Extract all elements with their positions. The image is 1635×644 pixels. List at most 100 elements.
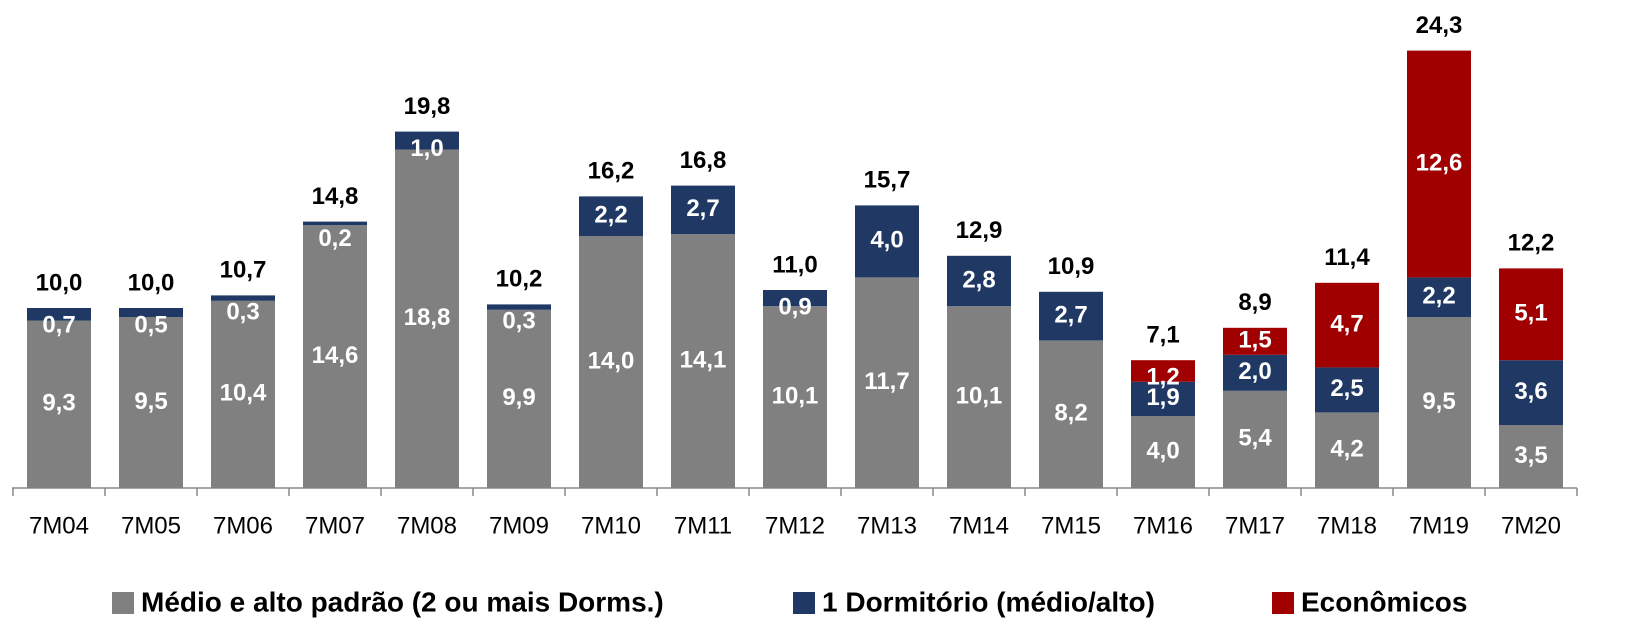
x-tick-label: 7M11 — [674, 512, 732, 539]
value-label: 0,2 — [318, 225, 351, 252]
total-label: 11,4 — [1324, 244, 1370, 271]
x-tick-label: 7M12 — [765, 512, 825, 539]
bar-segment — [487, 304, 551, 310]
value-label: 10,1 — [956, 382, 1003, 409]
value-label: 1,2 — [1146, 364, 1179, 391]
total-label: 24,3 — [1416, 12, 1463, 39]
x-tick-label: 7M18 — [1317, 512, 1377, 539]
bar-segment — [855, 205, 919, 278]
total-label: 16,2 — [588, 158, 635, 185]
value-label: 4,7 — [1330, 310, 1363, 337]
x-tick-label: 7M17 — [1225, 512, 1285, 539]
bar-segment — [763, 306, 827, 488]
x-tick-label: 7M04 — [29, 512, 89, 539]
bar-segment — [1039, 291, 1103, 341]
value-label: 0,7 — [42, 311, 75, 338]
total-label: 7,1 — [1146, 322, 1179, 349]
x-tick-label: 7M09 — [489, 512, 549, 539]
value-label: 2,7 — [686, 195, 719, 222]
value-label: 5,1 — [1514, 300, 1547, 327]
value-label: 8,2 — [1054, 400, 1087, 427]
bar-segment — [1131, 360, 1195, 382]
value-label: 4,2 — [1330, 436, 1363, 463]
bar-segment — [671, 234, 735, 488]
x-tick-label: 7M20 — [1501, 512, 1561, 539]
total-label: 16,8 — [680, 147, 727, 174]
legend-label: 1 Dormitório (médio/alto) — [822, 586, 1155, 617]
total-label: 15,7 — [864, 167, 911, 194]
bar-segment — [303, 225, 367, 488]
bar-segment — [855, 277, 919, 488]
value-label: 0,3 — [226, 299, 259, 326]
value-label: 2,2 — [594, 202, 627, 229]
bar-segment — [119, 317, 183, 488]
value-label: 2,2 — [1422, 283, 1455, 310]
x-tick-label: 7M07 — [305, 512, 365, 539]
bar-segment — [763, 290, 827, 307]
legend-swatch — [112, 592, 134, 614]
total-label: 10,0 — [36, 269, 83, 296]
bar-segment — [1039, 340, 1103, 488]
bar-segment — [1315, 412, 1379, 488]
bar-segment — [1223, 390, 1287, 488]
value-label: 18,8 — [404, 304, 451, 331]
value-label: 10,1 — [772, 382, 819, 409]
bar-segment — [1223, 327, 1287, 355]
bar-segment — [119, 308, 183, 317]
legend-swatch — [793, 592, 815, 614]
bar-segment — [303, 221, 367, 226]
total-label: 11,0 — [772, 251, 817, 278]
legend-label: Econômicos — [1301, 586, 1467, 617]
bar-segment — [395, 149, 459, 488]
value-label: 2,8 — [962, 266, 995, 293]
x-tick-label: 7M10 — [581, 512, 641, 539]
value-label: 9,5 — [1422, 388, 1455, 415]
x-tick-label: 7M19 — [1409, 512, 1469, 539]
bar-segment — [211, 300, 275, 488]
value-label: 9,3 — [42, 390, 75, 417]
bar-segment — [1407, 50, 1471, 278]
total-label: 12,9 — [956, 217, 1003, 244]
x-tick-label: 7M06 — [213, 512, 273, 539]
bar-segment — [947, 255, 1011, 307]
value-label: 0,5 — [134, 311, 167, 338]
value-label: 2,0 — [1238, 358, 1271, 385]
total-label: 19,8 — [404, 93, 451, 120]
bar-segment — [671, 185, 735, 235]
x-tick-label: 7M08 — [397, 512, 457, 539]
value-label: 5,4 — [1238, 425, 1272, 452]
bar-segment — [395, 131, 459, 150]
value-label: 1,0 — [410, 135, 443, 162]
value-label: 0,3 — [502, 308, 535, 335]
total-label: 10,9 — [1048, 253, 1095, 280]
value-label: 14,1 — [680, 346, 727, 373]
total-label: 10,7 — [220, 257, 267, 284]
bar-segment — [1131, 381, 1195, 416]
bar-segment — [1499, 268, 1563, 361]
bar-segment — [1315, 367, 1379, 413]
value-label: 3,5 — [1514, 442, 1547, 469]
value-label: 11,7 — [864, 368, 909, 395]
bar-segment — [1407, 277, 1471, 317]
x-tick-label: 7M05 — [121, 512, 181, 539]
bar-segment — [1315, 282, 1379, 368]
total-label: 14,8 — [312, 183, 359, 210]
bar-segment — [1407, 317, 1471, 488]
value-label: 4,0 — [1146, 437, 1179, 464]
total-label: 10,2 — [496, 266, 543, 293]
bar-segment — [1131, 416, 1195, 488]
bar-segment — [579, 196, 643, 236]
value-label: 4,0 — [870, 227, 903, 254]
value-label: 0,9 — [778, 293, 811, 320]
value-label: 14,6 — [312, 342, 359, 369]
value-label: 1,9 — [1146, 384, 1179, 411]
bar-segment — [947, 306, 1011, 488]
value-label: 10,4 — [220, 380, 267, 407]
value-label: 12,6 — [1416, 149, 1463, 176]
total-label: 12,2 — [1508, 230, 1555, 257]
total-label: 10,0 — [128, 269, 175, 296]
x-tick-label: 7M14 — [949, 512, 1009, 539]
bar-segment — [27, 308, 91, 321]
value-label: 9,9 — [502, 384, 535, 411]
